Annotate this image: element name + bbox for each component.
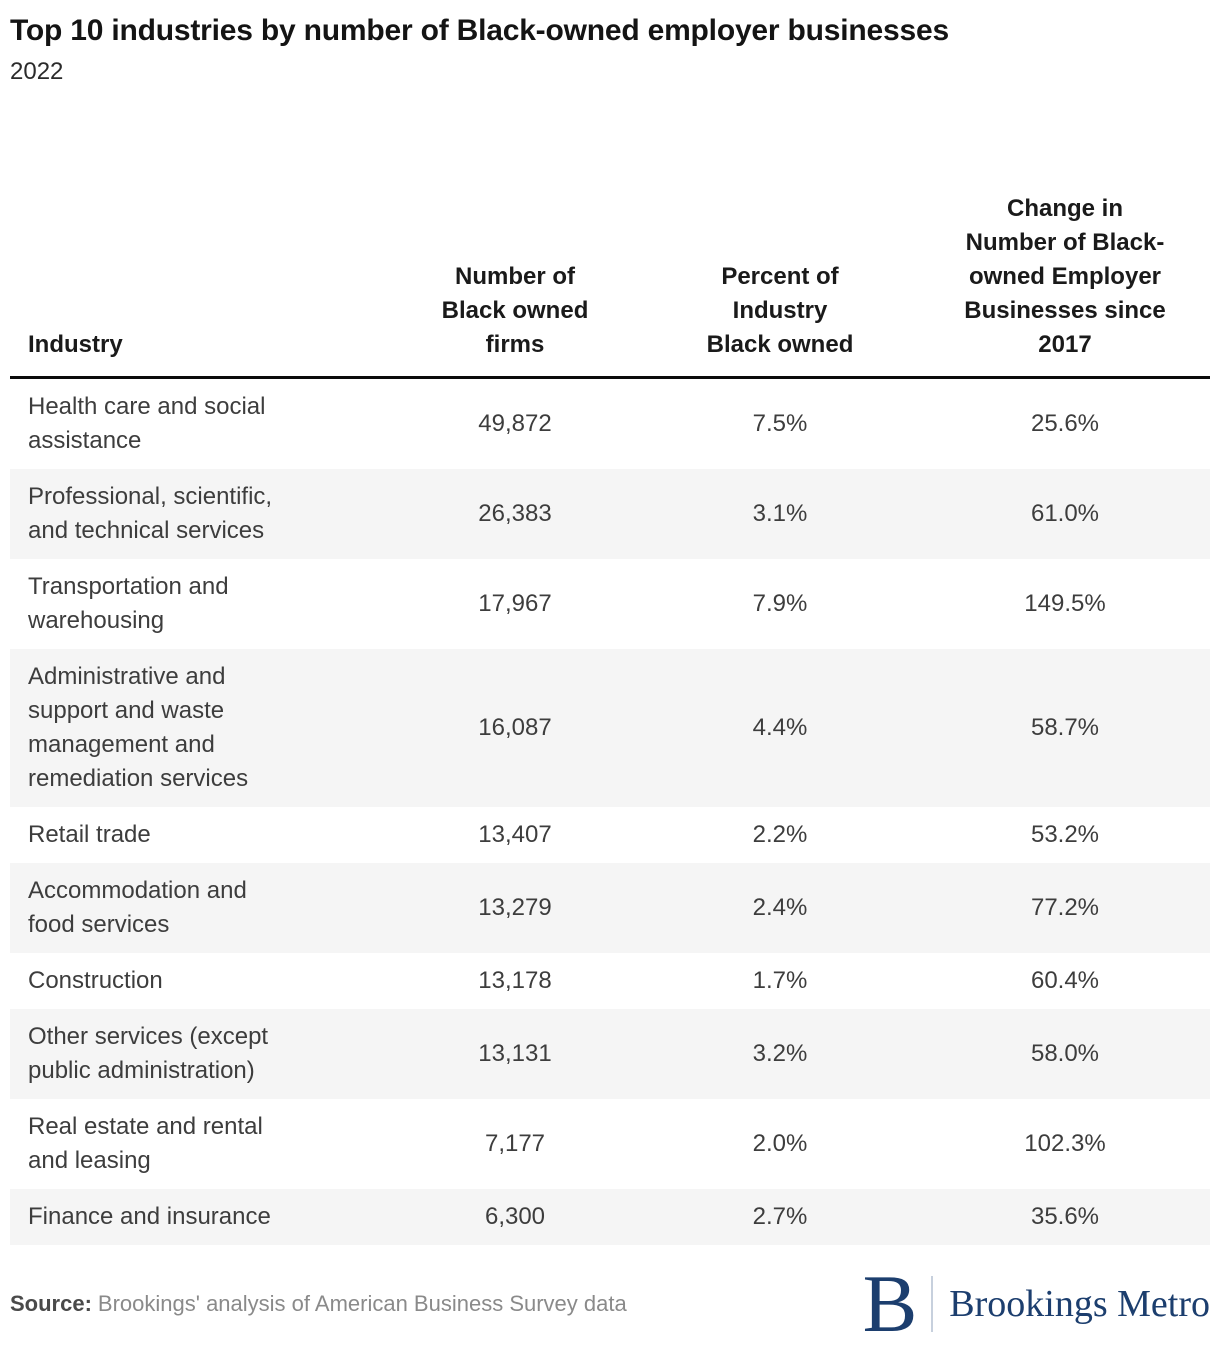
cell-change: 60.4% <box>1030 967 1100 994</box>
source-label: Source: <box>10 1291 92 1316</box>
cell-change: 61.0% <box>1030 500 1100 527</box>
table-header: Industry Number of Black owned firms Per… <box>10 172 1210 379</box>
column-header-industry: Industry <box>10 172 390 379</box>
logo-divider <box>931 1276 934 1332</box>
cell-percent: 7.9% <box>752 590 808 617</box>
table-body: Health care and social assistance 49,872… <box>10 378 1210 1245</box>
table-row: Transportation and warehousing 17,967 7.… <box>10 559 1210 649</box>
cell-firms: 13,131 <box>478 1040 552 1067</box>
cell-change: 58.0% <box>1030 1040 1100 1067</box>
footer: Source: Brookings' analysis of American B… <box>10 1258 1210 1349</box>
column-header-percent: Percent of Industry Black owned <box>640 172 920 379</box>
page-title: Top 10 industries by number of Black-own… <box>10 14 949 47</box>
table-row: Other services (except public administra… <box>10 1009 1210 1099</box>
cell-change: 149.5% <box>1024 590 1106 617</box>
cell-industry: Other services (except public administra… <box>28 1023 269 1084</box>
cell-firms: 7,177 <box>484 1130 546 1157</box>
cell-firms: 26,383 <box>478 500 552 527</box>
industries-table: Industry Number of Black owned firms Per… <box>10 172 1210 1245</box>
cell-industry: Health care and social assistance <box>28 393 266 454</box>
cell-percent: 7.5% <box>752 410 808 437</box>
source-line: Source: Brookings' analysis of American B… <box>10 1291 627 1317</box>
cell-industry: Transportation and warehousing <box>28 573 229 634</box>
cell-industry: Administrative and support and waste man… <box>28 663 249 792</box>
cell-firms: 16,087 <box>478 714 552 741</box>
table-row: Health care and social assistance 49,872… <box>10 378 1210 470</box>
table-row: Administrative and support and waste man… <box>10 649 1210 807</box>
source-text: Brookings' analysis of American Business… <box>97 1291 627 1316</box>
cell-firms: 13,178 <box>478 967 552 994</box>
table-row: Construction 13,178 1.7% 60.4% <box>10 953 1210 1009</box>
cell-percent: 2.4% <box>752 894 808 921</box>
cell-change: 53.2% <box>1030 821 1100 848</box>
cell-percent: 2.0% <box>752 1130 808 1157</box>
table-row: Real estate and rental and leasing 7,177… <box>10 1099 1210 1189</box>
column-header-change: Change in Number of Black- owned Employe… <box>920 172 1210 379</box>
column-header-firms: Number of Black owned firms <box>390 172 640 379</box>
table-row: Accommodation and food services 13,279 2… <box>10 863 1210 953</box>
cell-percent: 2.7% <box>752 1203 808 1230</box>
cell-percent: 2.2% <box>752 821 808 848</box>
cell-industry: Construction <box>28 967 163 994</box>
cell-change: 102.3% <box>1024 1130 1106 1157</box>
cell-industry: Finance and insurance <box>28 1203 271 1230</box>
cell-industry: Accommodation and food services <box>28 877 247 938</box>
cell-firms: 17,967 <box>478 590 552 617</box>
cell-firms: 13,279 <box>478 894 552 921</box>
brookings-metro-logo: B Brookings Metro <box>862 1258 1210 1349</box>
table-row: Retail trade 13,407 2.2% 53.2% <box>10 807 1210 863</box>
table-row: Finance and insurance 6,300 2.7% 35.6% <box>10 1189 1210 1245</box>
cell-change: 77.2% <box>1030 894 1100 921</box>
table-row: Professional, scientific, and technical … <box>10 469 1210 559</box>
cell-change: 35.6% <box>1030 1203 1100 1230</box>
cell-change: 25.6% <box>1030 410 1100 437</box>
cell-firms: 49,872 <box>478 410 552 437</box>
cell-firms: 6,300 <box>484 1203 546 1230</box>
logo-wordmark: Brookings Metro <box>949 1283 1210 1325</box>
cell-industry: Professional, scientific, and technical … <box>28 483 273 544</box>
cell-firms: 13,407 <box>478 821 552 848</box>
cell-industry: Retail trade <box>28 821 151 848</box>
cell-industry: Real estate and rental and leasing <box>28 1113 263 1174</box>
cell-percent: 4.4% <box>752 714 808 741</box>
cell-percent: 3.2% <box>752 1040 808 1067</box>
cell-percent: 1.7% <box>752 967 808 994</box>
cell-change: 58.7% <box>1030 714 1100 741</box>
page-subtitle: 2022 <box>10 58 64 85</box>
brookings-b-logo-icon: B <box>862 1258 918 1349</box>
cell-percent: 3.1% <box>752 500 808 527</box>
